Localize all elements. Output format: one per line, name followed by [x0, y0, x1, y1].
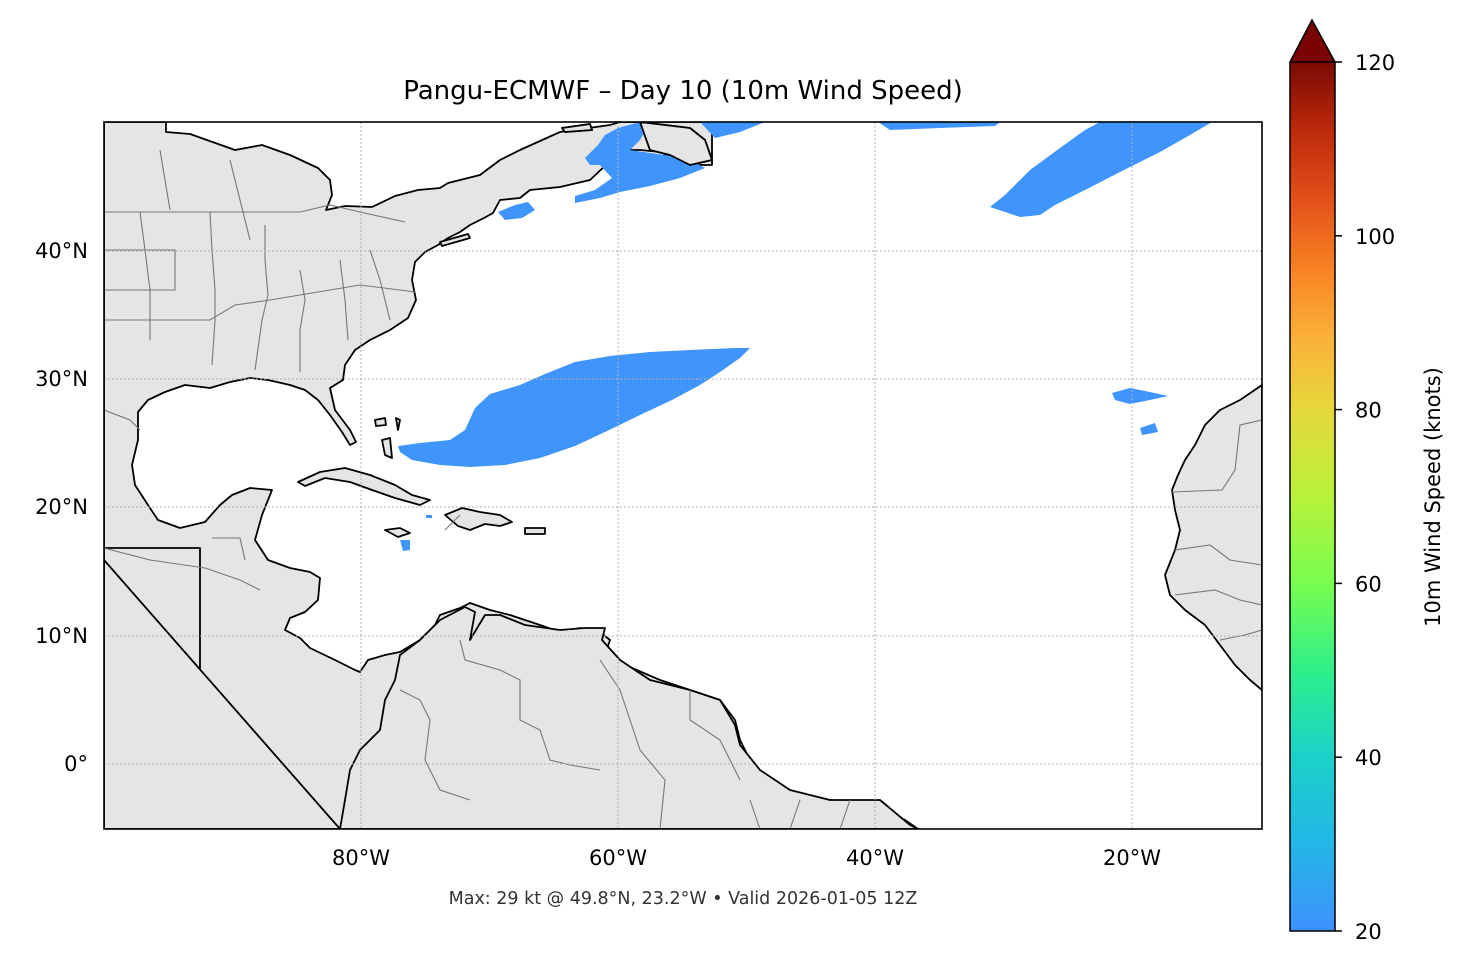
- wind-region-western-atlantic: [398, 348, 750, 467]
- political-borders: [104, 149, 1262, 829]
- lon-label-80w: 80°W: [332, 846, 390, 870]
- wind-region-northeast-atlantic: [990, 122, 1212, 217]
- wind-region-labrador: [700, 122, 765, 138]
- north-america-land: [104, 122, 919, 829]
- colorbar-tick-label: 60: [1355, 572, 1382, 596]
- jamaica-land: [384, 527, 411, 538]
- colorbar: 20 40 60 80 100 120 10m Wind Speed (knots): [1288, 18, 1445, 944]
- colorbar-label: 10m Wind Speed (knots): [1421, 367, 1445, 627]
- colorbar-gradient: [1290, 62, 1335, 931]
- colorbar-extend-arrow: [1288, 18, 1337, 63]
- colorbar-tick-label: 80: [1355, 399, 1382, 423]
- lat-label-20n: 20°N: [35, 495, 88, 519]
- lat-label-0: 0°: [64, 752, 88, 776]
- colorbar-tick-label: 40: [1355, 746, 1382, 770]
- south-america-land: [104, 606, 919, 829]
- hispaniola-land: [444, 507, 513, 531]
- puerto-rico-land: [524, 527, 546, 535]
- africa-land: [1164, 384, 1262, 691]
- lat-label-40n: 40°N: [35, 239, 88, 263]
- colorbar-tick-label: 120: [1355, 51, 1395, 75]
- wind-region-canary: [1112, 388, 1168, 435]
- wind-region-caribbean-speck: [400, 515, 432, 551]
- lat-label-30n: 30°N: [35, 367, 88, 391]
- colorbar-tick-label: 20: [1355, 920, 1382, 944]
- map-area: [104, 122, 1262, 829]
- bahamas-land: [374, 417, 401, 459]
- lat-label-10n: 10°N: [35, 624, 88, 648]
- footer-annotation: Max: 29 kt @ 49.8°N, 23.2°W • Valid 2026…: [449, 889, 918, 909]
- map-frame: [103, 121, 1263, 830]
- wind-region-nova-scotia: [575, 122, 705, 203]
- wind-region-gulf-of-maine: [498, 202, 535, 220]
- colorbar-tick-label: 100: [1355, 225, 1395, 249]
- latitude-labels: 40°N 30°N 20°N 10°N 0°: [35, 239, 88, 776]
- gridlines: [104, 122, 1262, 829]
- chart-title: Pangu-ECMWF – Day 10 (10m Wind Speed): [403, 76, 963, 106]
- lon-label-40w: 40°W: [846, 846, 904, 870]
- lon-label-20w: 20°W: [1103, 846, 1161, 870]
- cuba-land: [297, 467, 431, 506]
- wind-region-mid-north: [878, 122, 1000, 130]
- longitude-labels: 80°W 60°W 40°W 20°W: [332, 846, 1161, 870]
- lon-label-60w: 60°W: [589, 846, 647, 870]
